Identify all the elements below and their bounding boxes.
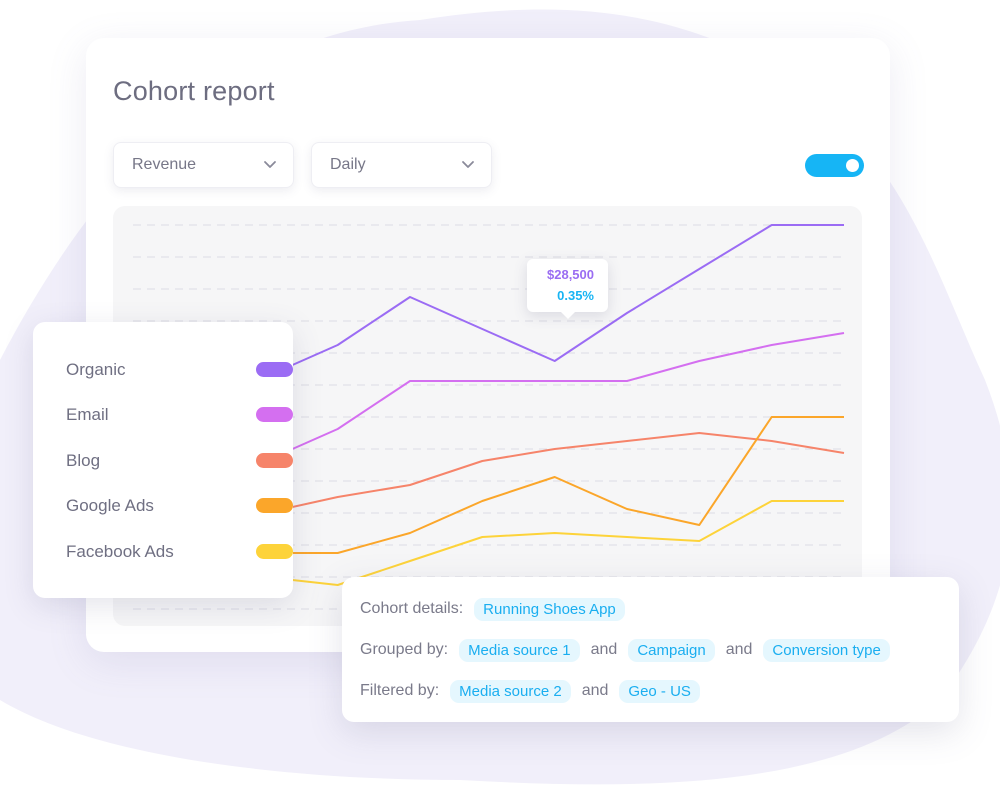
period-select-value: Daily — [330, 156, 366, 173]
joiner-text: and — [725, 641, 753, 658]
cohort-details-row: Cohort details: Running Shoes App — [360, 597, 625, 621]
series-line-email[interactable] — [192, 332, 845, 462]
chevron-down-icon — [462, 161, 474, 168]
legend-swatch — [256, 362, 293, 377]
toggle-knob — [846, 159, 859, 172]
metric-select[interactable]: Revenue — [113, 142, 294, 188]
legend-item-blog[interactable]: Blog — [66, 449, 293, 473]
legend-label: Organic — [66, 360, 126, 379]
tooltip-value: $28,500 — [547, 267, 594, 282]
tag-conversion-type[interactable]: Conversion type — [763, 638, 890, 662]
joiner-text: and — [581, 682, 609, 699]
legend-item-organic[interactable]: Organic — [66, 358, 293, 382]
tag-campaign[interactable]: Campaign — [628, 638, 715, 662]
grouped-by-label: Grouped by: — [360, 641, 449, 658]
chevron-down-icon — [264, 161, 276, 168]
chart-legend: Organic Email Blog Google Ads Facebook A… — [33, 322, 293, 598]
filtered-by-row: Filtered by: Media source 2 and Geo - US — [360, 679, 700, 703]
legend-item-google-ads[interactable]: Google Ads — [66, 494, 293, 518]
view-toggle[interactable] — [805, 154, 864, 177]
series-line-blog[interactable] — [193, 432, 845, 514]
tag-geo-us[interactable]: Geo - US — [619, 679, 700, 703]
legend-swatch — [256, 453, 293, 468]
legend-swatch — [256, 498, 293, 513]
legend-swatch — [256, 407, 293, 422]
series-line-organic[interactable] — [192, 224, 844, 390]
joiner-text: and — [590, 641, 618, 658]
tag-cohort-app[interactable]: Running Shoes App — [474, 597, 625, 621]
chart-tooltip: $28,500 0.35% — [527, 259, 608, 319]
tooltip-percent: 0.35% — [557, 288, 594, 303]
series-line-google-ads[interactable] — [193, 416, 844, 554]
legend-label: Google Ads — [66, 496, 154, 515]
tag-media-source-2[interactable]: Media source 2 — [450, 679, 571, 703]
cohort-details-label: Cohort details: — [360, 600, 464, 617]
legend-label: Blog — [66, 451, 101, 470]
tag-media-source-1[interactable]: Media source 1 — [459, 638, 580, 662]
cohort-details-panel: Cohort details: Running Shoes App Groupe… — [342, 577, 959, 722]
legend-swatch — [256, 544, 293, 559]
filtered-by-label: Filtered by: — [360, 682, 440, 699]
legend-item-facebook-ads[interactable]: Facebook Ads — [66, 540, 293, 564]
series-line-facebook-ads[interactable] — [192, 500, 844, 586]
legend-item-email[interactable]: Email — [66, 403, 293, 427]
legend-label: Facebook Ads — [66, 542, 174, 561]
legend-label: Email — [66, 405, 109, 424]
tooltip-pointer — [561, 312, 575, 319]
metric-select-value: Revenue — [132, 156, 197, 173]
grouped-by-row: Grouped by: Media source 1 and Campaign … — [360, 638, 890, 662]
period-select[interactable]: Daily — [311, 142, 492, 188]
page-title: Cohort report — [113, 76, 275, 106]
